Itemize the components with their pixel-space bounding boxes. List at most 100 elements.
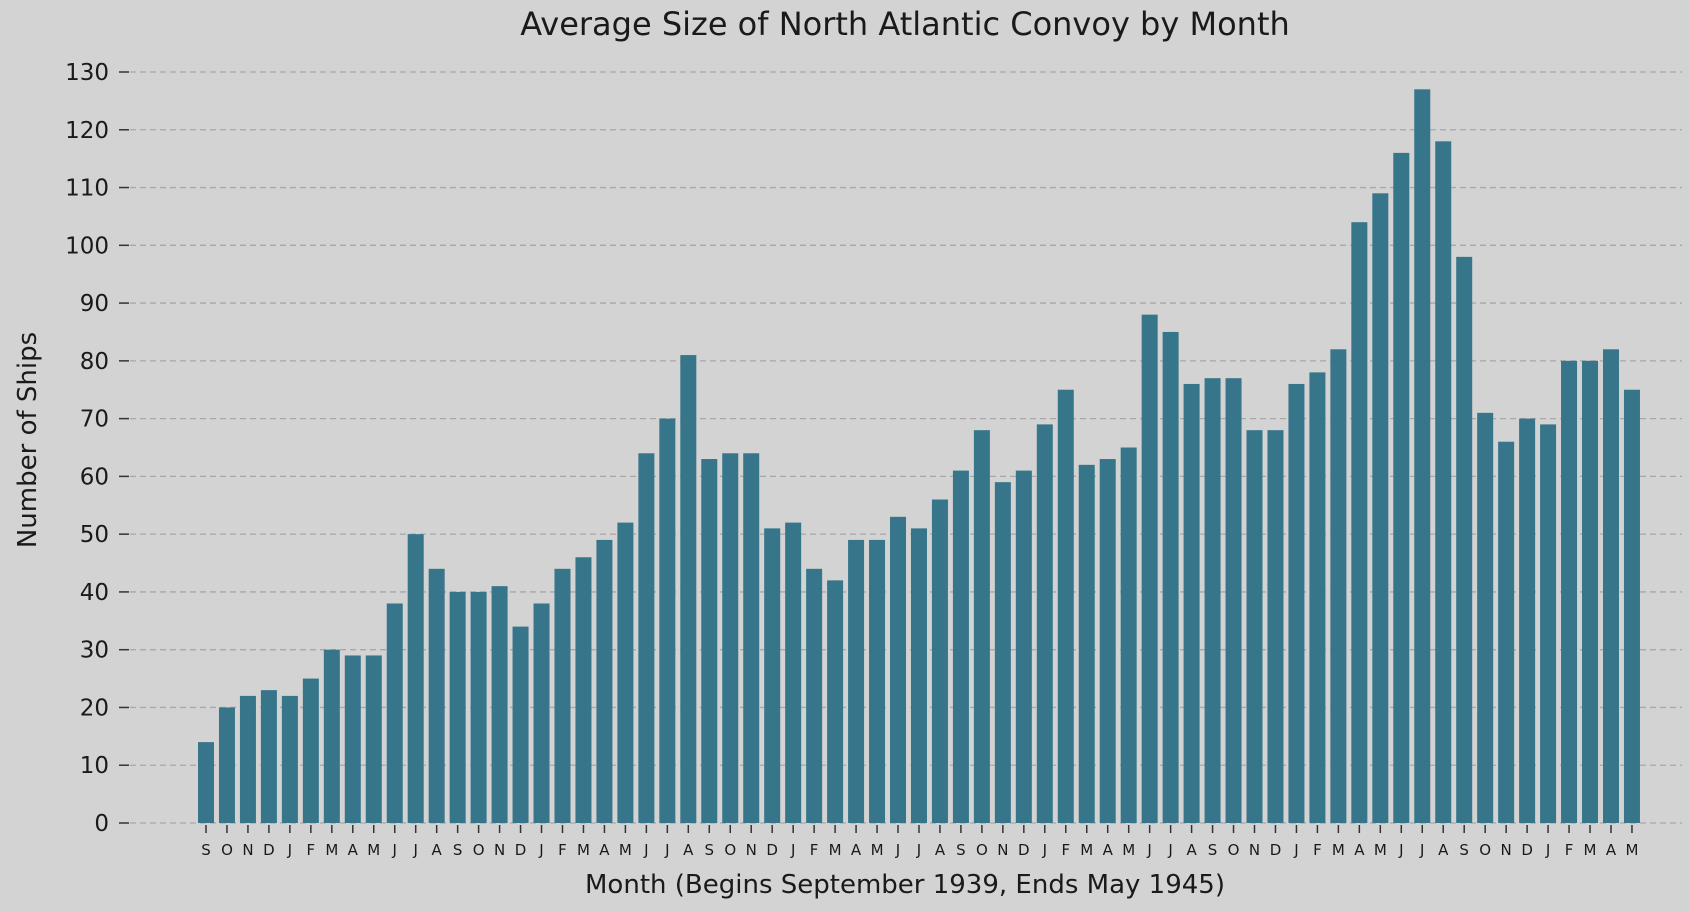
bar [1183,383,1200,823]
y-axis-label: Number of Ships [13,332,43,548]
x-tick-label: O [473,841,485,859]
bar [1602,349,1619,823]
x-tick-label: F [1565,841,1574,859]
x-tick-label: A [432,841,443,859]
y-axis-ticks: 0 10 20 30 40 50 60 70 80 90 100 110 120 130 [65,60,129,837]
x-tick-label: J [790,841,795,859]
x-tick-label: J [1545,841,1550,859]
x-tick-label: D [766,841,778,859]
bar [1288,383,1305,823]
bar [575,557,592,823]
x-tick-label: J [1398,841,1403,859]
y-tick-label: 110 [65,176,109,202]
x-tick-label: O [1479,841,1491,859]
x-tick-label: A [851,841,862,859]
x-tick-label: M [829,841,842,859]
x-tick-label: S [201,841,211,859]
bar [596,539,613,823]
bar [785,522,802,823]
x-tick-label: M [577,841,590,859]
bar [1372,193,1389,824]
x-tick-label: F [1313,841,1322,859]
x-tick-label: N [997,841,1008,859]
bar [554,568,571,823]
x-tick-label: J [1167,841,1172,859]
x-tick-label: J [664,841,669,859]
x-tick-label: S [1208,841,1218,859]
bar [386,603,403,823]
x-tick-label: M [325,841,338,859]
x-tick-label: N [1501,841,1512,859]
bar [764,528,781,823]
bar [281,695,298,823]
bar [973,430,990,823]
x-tick-label: A [935,841,946,859]
bar [407,534,424,823]
bar [1623,389,1640,823]
x-tick-label: O [976,841,988,859]
bar [931,499,948,823]
x-tick-label: F [307,841,316,859]
bar [1267,430,1284,823]
x-tick-label: J [916,841,921,859]
x-tick-label: J [1293,841,1298,859]
x-tick-label: S [956,841,966,859]
x-tick-label: J [643,841,648,859]
x-tick-label: F [558,841,567,859]
x-tick-label: N [746,841,757,859]
x-tick-label: A [1186,841,1197,859]
bar [1351,222,1368,823]
bar [638,453,655,823]
bar [1561,360,1578,823]
bar [1414,89,1431,824]
x-tick-label: A [683,841,694,859]
chart-title: Average Size of North Atlantic Convoy by… [520,5,1290,43]
bar [1477,412,1494,823]
bars [198,89,1640,824]
bar [1435,141,1452,824]
x-tick-label: M [1122,841,1135,859]
x-tick-label: M [871,841,884,859]
x-tick-label: J [287,841,292,859]
x-tick-label: J [538,841,543,859]
bar [1078,464,1095,823]
bar [1330,349,1347,823]
x-tick-label: A [1438,841,1449,859]
bar [344,655,361,823]
bar [722,453,739,823]
x-tick-label: J [1146,841,1151,859]
x-tick-label: A [1354,841,1365,859]
y-tick-label: 50 [80,522,109,548]
bar [533,603,550,823]
x-tick-label: J [392,841,397,859]
x-tick-label: O [724,841,736,859]
x-tick-label: M [367,841,380,859]
bar [198,742,214,823]
x-tick-label: M [1584,841,1597,859]
bar [1015,470,1032,823]
x-tick-label: S [1459,841,1469,859]
x-axis-label: Month (Begins September 1939, Ends May 1… [585,870,1225,900]
x-tick-label: A [599,841,610,859]
y-tick-label: 10 [80,753,109,779]
bar [1204,378,1221,823]
bar [1498,441,1515,823]
x-tick-label: F [1061,841,1070,859]
x-tick-label: N [242,841,253,859]
bar [260,690,277,823]
y-tick-label: 20 [80,695,109,721]
bar [659,418,676,823]
bar [1099,459,1116,823]
bar [470,591,487,823]
bar [1540,424,1557,823]
bar [218,707,235,823]
y-tick-label: 60 [80,464,109,490]
bar [323,649,340,823]
bar [512,626,529,823]
bar [994,482,1011,823]
y-tick-label: 30 [80,638,109,664]
bar [1456,256,1473,823]
bar [869,539,886,823]
